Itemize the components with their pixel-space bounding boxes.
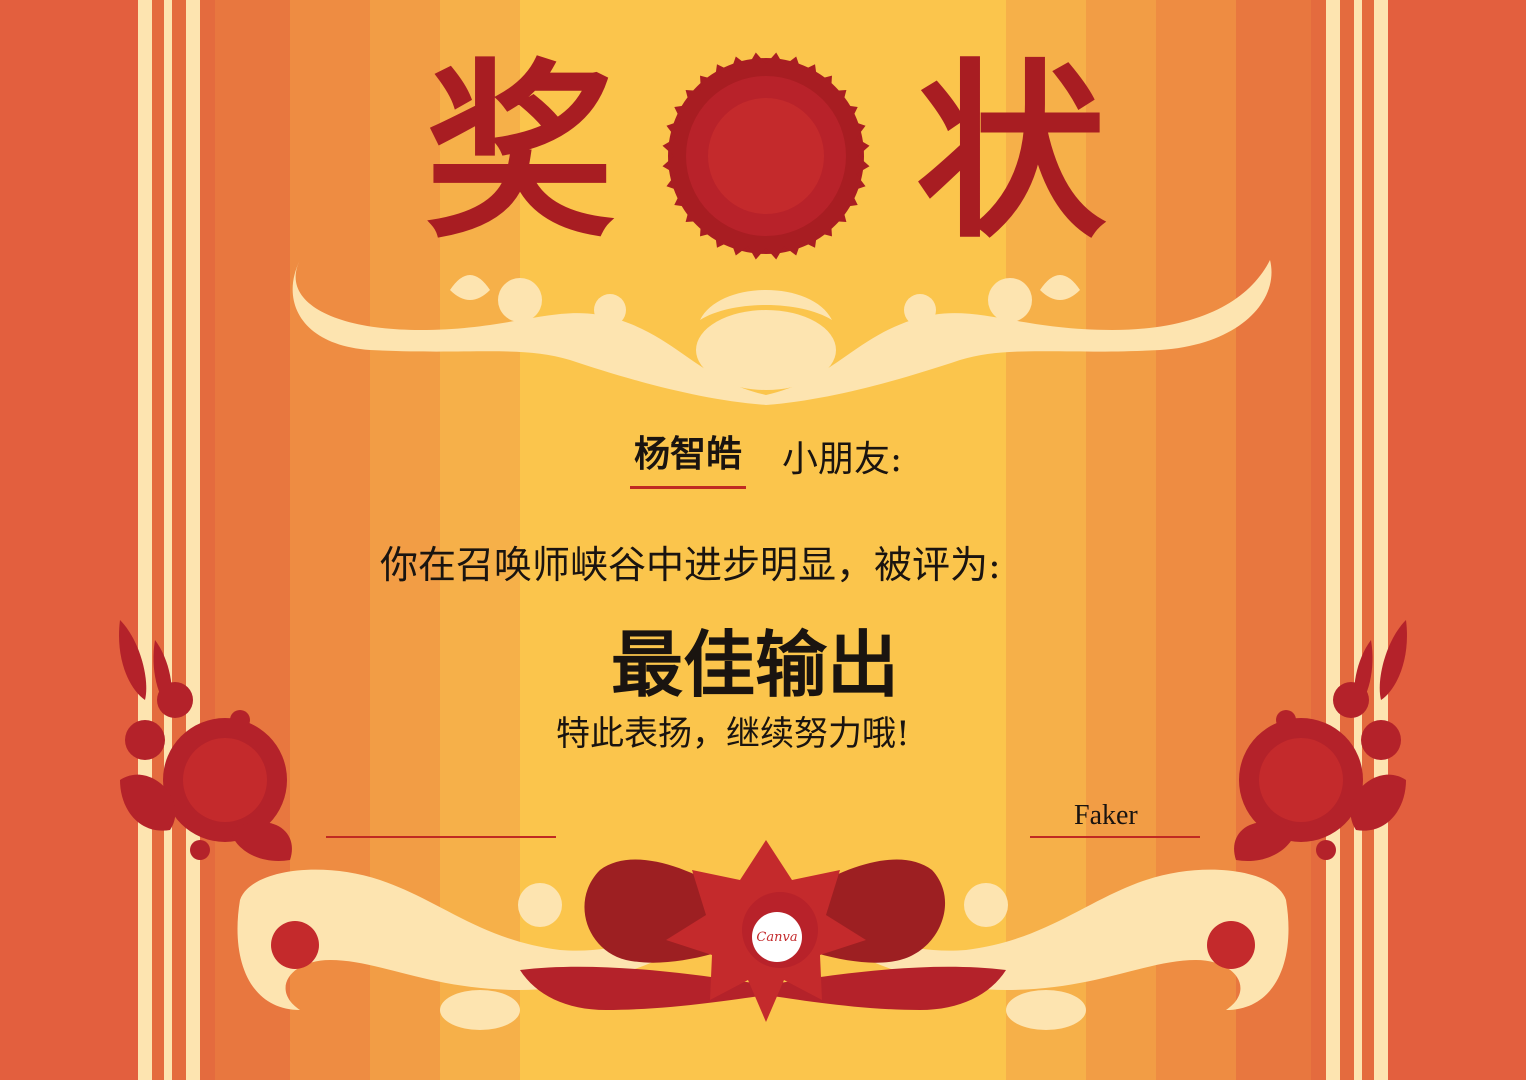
title-char-jiang: 奖 — [425, 41, 616, 264]
canva-logo-text: Canva — [756, 929, 798, 945]
left-flower-cluster — [119, 620, 292, 861]
top-scroll-ornament — [292, 260, 1272, 405]
signature-right-line — [1030, 836, 1200, 838]
left-small-flower-icon — [271, 921, 319, 969]
canva-logo-icon[interactable]: Canva — [752, 912, 802, 962]
recipient-underline — [630, 486, 747, 489]
body-line[interactable]: 你在召唤师峡谷中进步明显，被评为: — [380, 543, 1001, 587]
sun-seal-icon — [662, 52, 870, 260]
closing-line[interactable]: 特此表扬，继续努力哦! — [556, 714, 910, 754]
recipient-name[interactable]: 杨智皓 — [634, 433, 743, 475]
title-char-zhuang: 状 — [916, 41, 1107, 264]
recipient-suffix: 小朋友: — [782, 439, 903, 480]
recipient-name-wrap: 杨智皓 — [630, 425, 747, 489]
right-flower-cluster — [1234, 620, 1407, 861]
award-title[interactable]: 最佳输出 — [611, 622, 900, 707]
signature-left-line — [326, 836, 556, 838]
signature-right-text[interactable]: Faker — [1074, 800, 1138, 831]
right-small-flower-icon — [1207, 921, 1255, 969]
